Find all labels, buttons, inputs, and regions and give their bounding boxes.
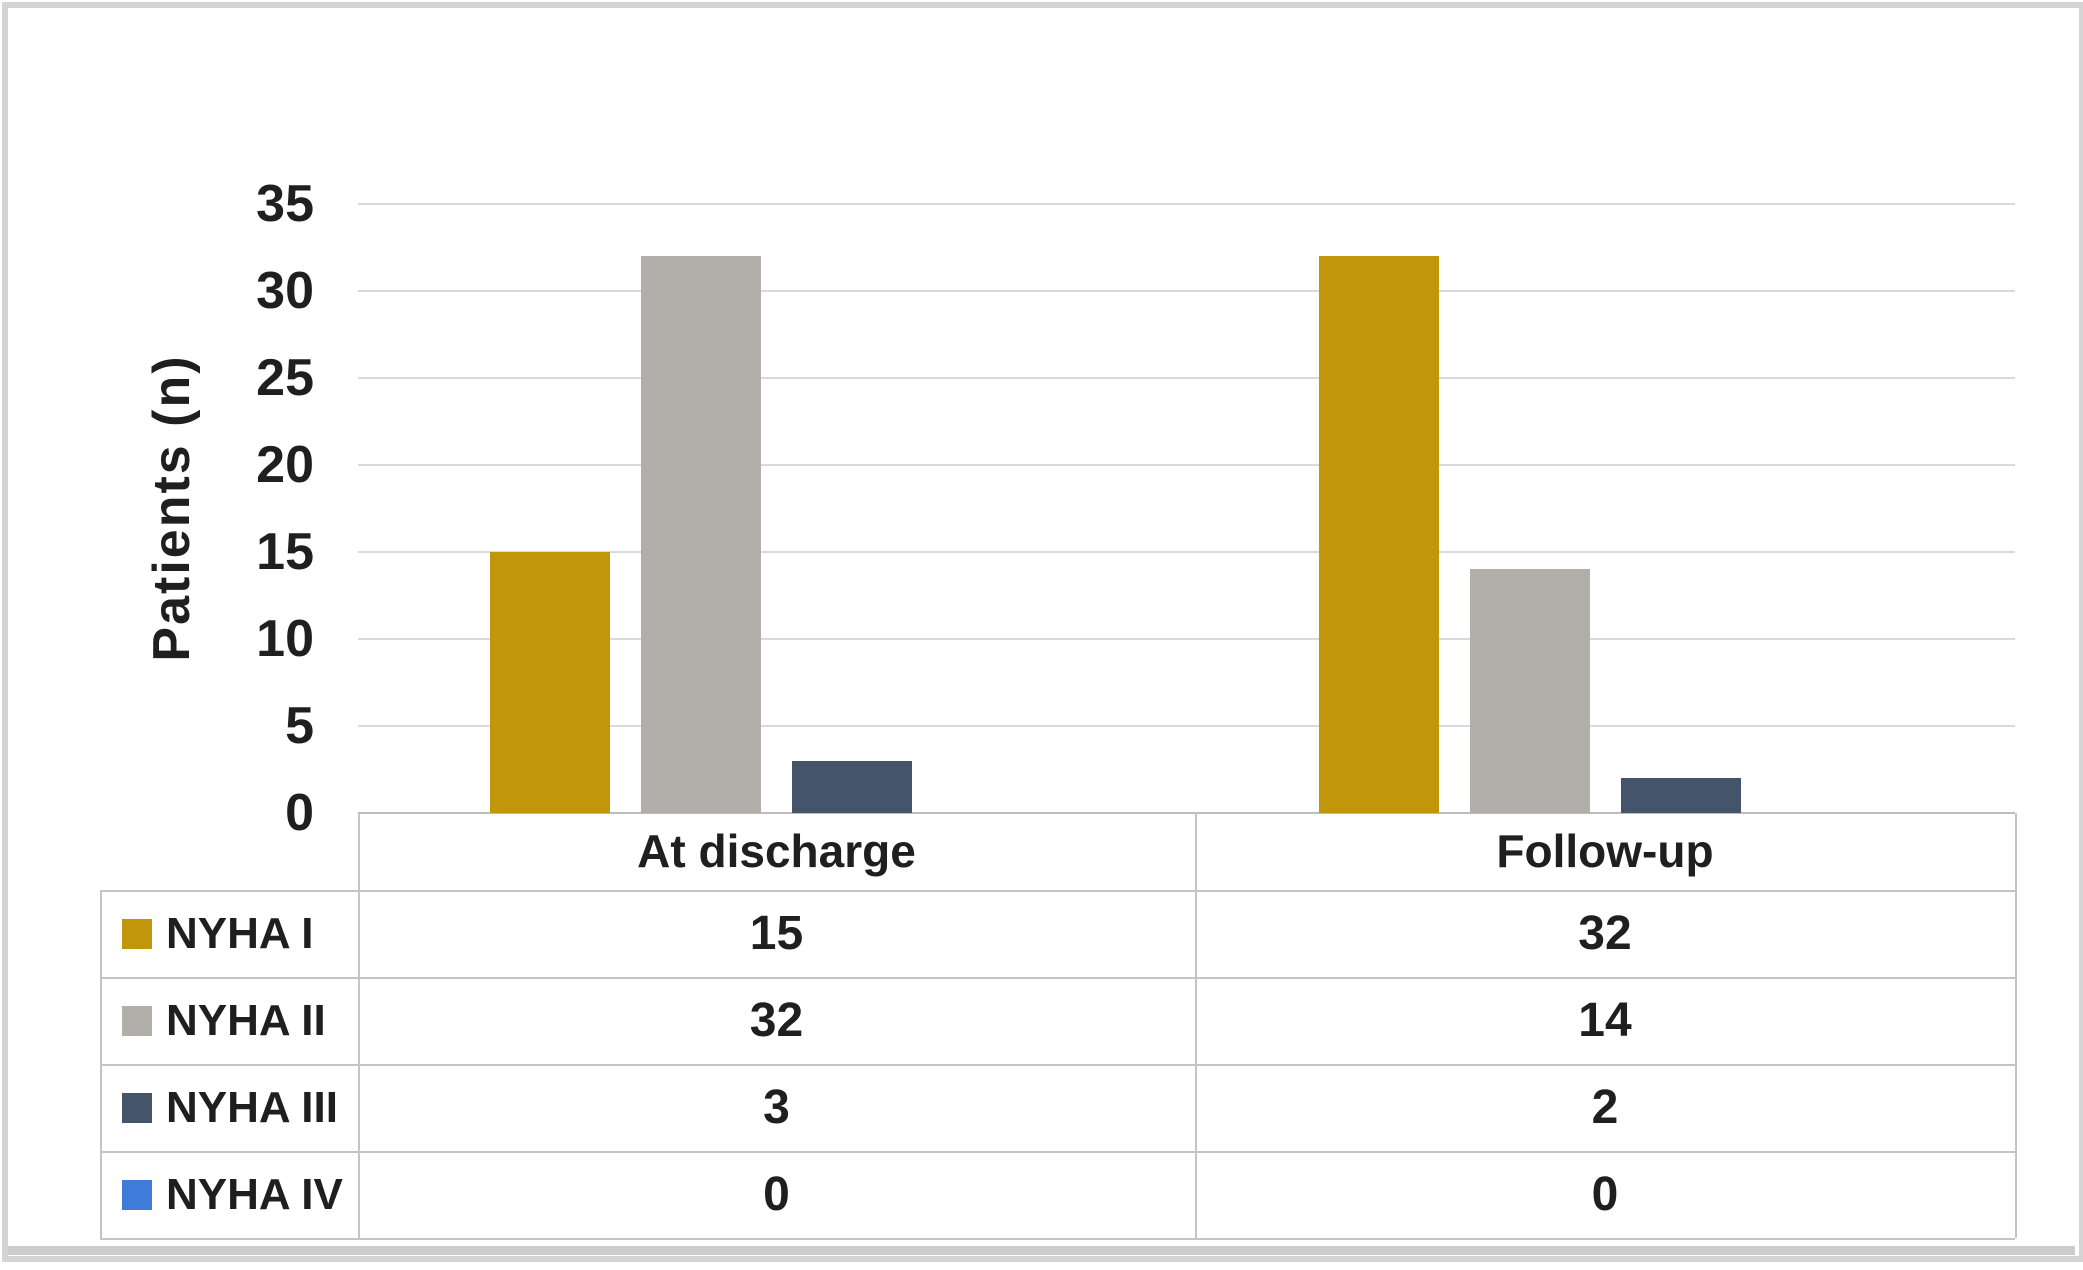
- bar-nyha-iii-follow-up: [1620, 778, 1741, 813]
- legend-label-nyha-ii: NYHA II: [166, 996, 326, 1045]
- legend-swatch-nyha-iii: [122, 1092, 152, 1123]
- table-border-mid: [1195, 813, 1197, 1238]
- bar-nyha-iii-at-discharge: [792, 760, 912, 813]
- value-cell-nyha-iv-follow-up: 0: [1591, 1168, 1619, 1221]
- value-cell-nyha-ii-at-discharge: 32: [749, 994, 804, 1047]
- gridline-20: [358, 464, 2015, 466]
- gridline-5: [358, 725, 2015, 727]
- legend-label-nyha-iii: NYHA III: [166, 1083, 338, 1132]
- gridline-0: [358, 812, 2015, 814]
- bar-nyha-ii-follow-up: [1469, 569, 1590, 813]
- table-row-line-3: [100, 1151, 2015, 1153]
- gridline-30: [358, 290, 2015, 292]
- value-cell-nyha-i-follow-up: 32: [1578, 907, 1632, 960]
- legend-swatch-nyha-ii: [122, 1005, 152, 1036]
- table-row-line-2: [100, 1064, 2015, 1066]
- y-tick-label-10: 10: [256, 610, 314, 668]
- category-header-follow-up: Follow-up: [1496, 825, 1714, 877]
- value-cell-nyha-iii-at-discharge: 3: [763, 1081, 790, 1134]
- value-cell-nyha-iv-at-discharge: 0: [763, 1168, 790, 1221]
- bar-nyha-i-follow-up: [1318, 256, 1439, 813]
- y-tick-label-30: 30: [256, 262, 314, 320]
- table-border-left-plot: [358, 813, 360, 1238]
- y-tick-label-25: 25: [256, 349, 314, 407]
- table-row-line-4: [100, 1238, 2015, 1240]
- gridline-10: [358, 638, 2015, 640]
- legend-label-nyha-iv: NYHA IV: [166, 1170, 343, 1219]
- legend-swatch-nyha-iv: [122, 1179, 152, 1210]
- value-cell-nyha-i-at-discharge: 15: [749, 907, 804, 960]
- gridline-25: [358, 377, 2015, 379]
- gridline-15: [358, 551, 2015, 553]
- table-border-right: [2015, 813, 2017, 1238]
- bar-nyha-ii-at-discharge: [641, 256, 761, 813]
- value-cell-nyha-ii-follow-up: 14: [1578, 994, 1632, 1047]
- y-tick-label-15: 15: [256, 523, 314, 581]
- figure-bottom-border: [8, 1246, 2075, 1255]
- table-row-line-0: [100, 890, 2015, 892]
- table-row-line-1: [100, 977, 2015, 979]
- y-tick-label-5: 5: [285, 697, 314, 755]
- y-tick-label-20: 20: [256, 436, 314, 494]
- legend-swatch-nyha-i: [122, 918, 152, 949]
- value-cell-nyha-iii-follow-up: 2: [1591, 1081, 1619, 1134]
- y-tick-label-35: 35: [256, 175, 314, 233]
- gridline-35: [358, 203, 2015, 205]
- legend-label-nyha-i: NYHA I: [166, 909, 314, 958]
- y-tick-label-0: 0: [285, 784, 314, 842]
- category-header-at-discharge: At discharge: [637, 825, 916, 877]
- bar-nyha-i-at-discharge: [490, 552, 610, 813]
